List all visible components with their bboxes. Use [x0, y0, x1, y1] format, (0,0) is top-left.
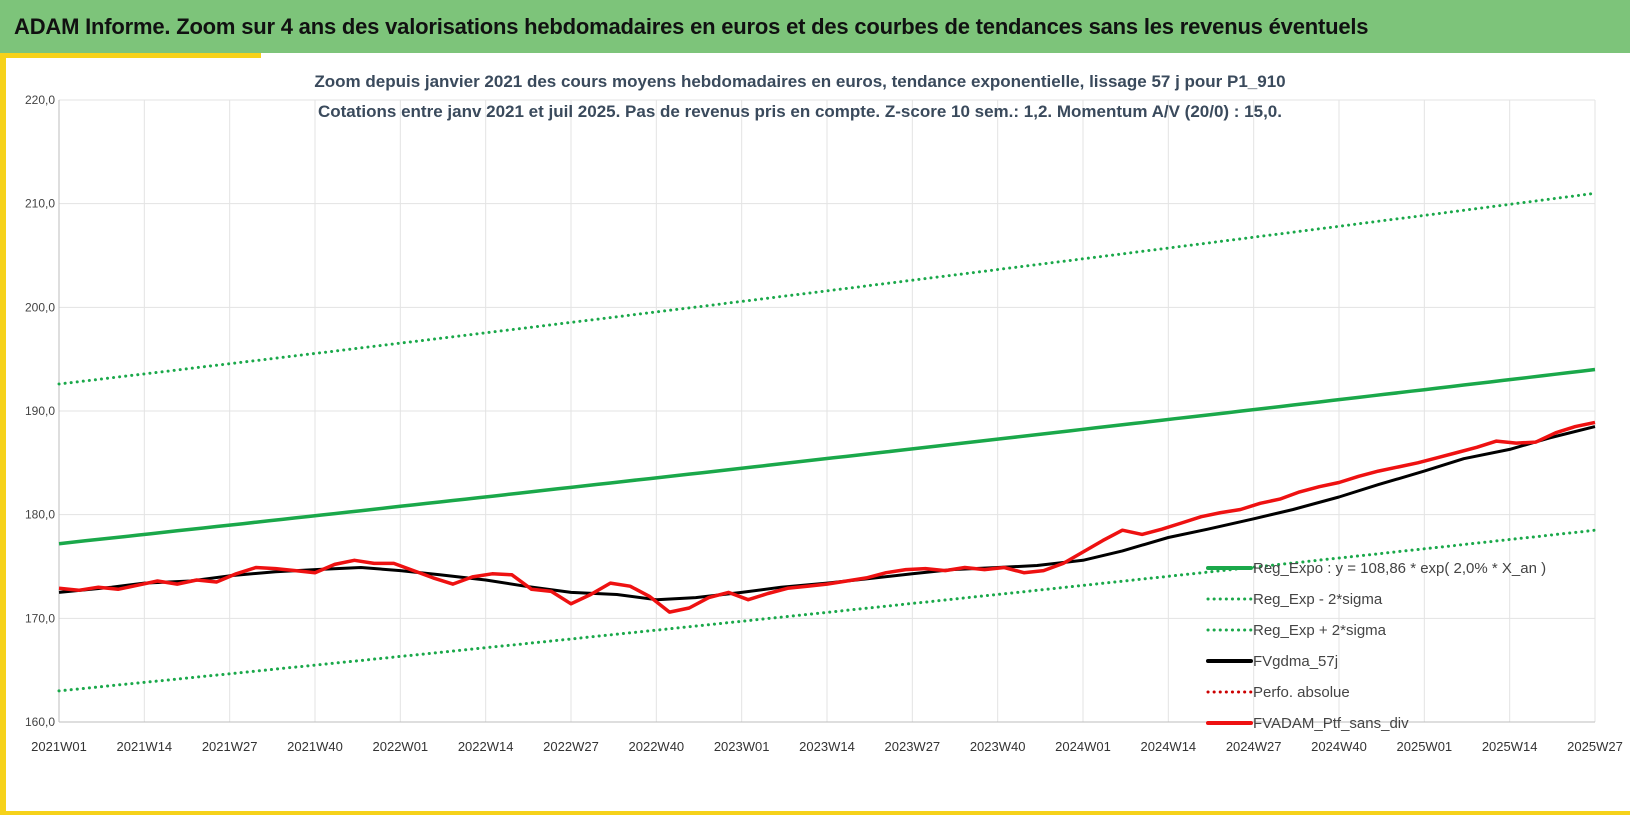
legend-smoothed-label: FVgdma_57j: [1253, 653, 1338, 670]
series-portfolio: [58, 420, 1596, 614]
x-tick-label: 2024W40: [1311, 739, 1367, 754]
x-tick-label: 2021W01: [31, 739, 87, 754]
x-tick-label: 2022W40: [629, 739, 685, 754]
accent-bar-top: [6, 53, 261, 58]
y-tick-label: 160,0: [25, 715, 55, 729]
x-tick-label: 2024W14: [1141, 739, 1197, 754]
x-tick-label: 2023W14: [799, 739, 855, 754]
chart-area: 160,0 170,0 180,0 190,0 200,0 210,0 220,0 2021…: [6, 58, 1630, 811]
x-tick-label: 2021W40: [287, 739, 343, 754]
y-tick-label: 170,0: [25, 611, 55, 625]
chart-title-line-1: Zoom depuis janvier 2021 des cours moyen…: [314, 72, 1285, 91]
chart-title-line-2: Cotations entre janv 2021 et juil 2025. …: [318, 102, 1282, 121]
line-chart: 160,0 170,0 180,0 190,0 200,0 210,0 220,0 2021…: [25, 72, 1623, 754]
x-tick-label: 2021W14: [117, 739, 173, 754]
grid: [58, 99, 1596, 723]
x-tick-label: 2022W01: [373, 739, 429, 754]
y-tick-label: 180,0: [25, 508, 55, 522]
accent-bar-left: [0, 53, 6, 815]
y-tick-label: 200,0: [25, 300, 55, 314]
x-tick-label: 2022W14: [458, 739, 514, 754]
series-lower-band: [57, 528, 1597, 693]
legend: Reg_Expo : y = 108,86 * exp( 2,0% * X_an…: [1206, 560, 1546, 732]
header-bar: ADAM Informe. Zoom sur 4 ans des valoris…: [0, 0, 1630, 53]
legend-trend-label: Reg_Expo : y = 108,86 * exp( 2,0% * X_an…: [1253, 560, 1546, 577]
series: [57, 191, 1597, 693]
y-axis: 160,0 170,0 180,0 190,0 200,0 210,0 220,0: [25, 93, 60, 729]
x-tick-label: 2025W01: [1397, 739, 1453, 754]
legend-perfo-label: Perfo. absolue: [1253, 684, 1350, 701]
x-tick-label: 2024W27: [1226, 739, 1282, 754]
y-tick-label: 210,0: [25, 197, 55, 211]
x-tick-label: 2021W27: [202, 739, 258, 754]
legend-portfolio-label: FVADAM_Ptf_sans_div: [1253, 715, 1409, 732]
x-tick-label: 2023W40: [970, 739, 1026, 754]
y-tick-label: 190,0: [25, 404, 55, 418]
x-tick-label: 2023W27: [885, 739, 941, 754]
legend-lower-band-label: Reg_Exp - 2*sigma: [1253, 591, 1383, 608]
accent-bar-bottom: [0, 811, 1630, 815]
x-tick-label: 2025W27: [1567, 739, 1623, 754]
y-tick-label: 220,0: [25, 93, 55, 107]
series-trend: [58, 367, 1596, 546]
series-upper-band: [57, 191, 1597, 386]
legend-upper-band-label: Reg_Exp + 2*sigma: [1253, 622, 1387, 639]
x-tick-label: 2022W27: [543, 739, 599, 754]
x-axis: 2021W01 2021W14 2021W27 2021W40 2022W01 2022W…: [31, 721, 1623, 754]
page-title: ADAM Informe. Zoom sur 4 ans des valoris…: [14, 13, 1369, 39]
x-tick-label: 2025W14: [1482, 739, 1538, 754]
x-tick-label: 2023W01: [714, 739, 770, 754]
x-tick-label: 2024W01: [1055, 739, 1111, 754]
